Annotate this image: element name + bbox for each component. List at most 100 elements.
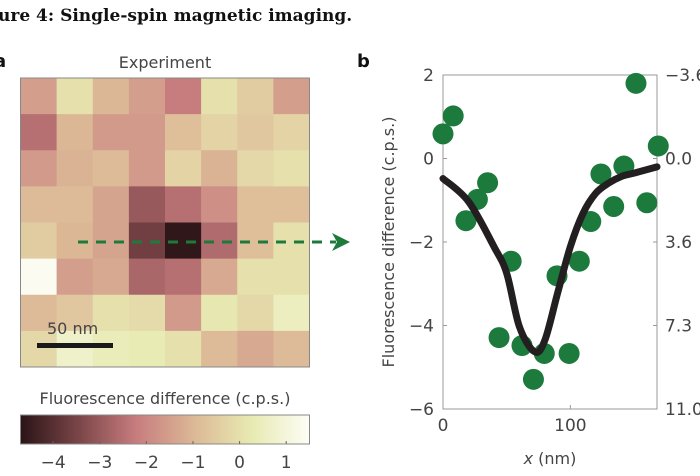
heatmap-cell (273, 150, 310, 187)
colorbar (20, 414, 310, 445)
data-point (488, 327, 510, 349)
y-tick-label: −2 (409, 233, 434, 253)
heatmap-cell (165, 294, 202, 332)
data-point (558, 342, 580, 364)
heatmap-cell (237, 258, 274, 296)
heatmap-cell (56, 114, 94, 151)
x-axis-label: x (nm) (523, 449, 577, 468)
data-point (432, 123, 454, 145)
heatmap-cell (165, 186, 202, 223)
heatmap-cell (92, 186, 130, 223)
heatmap-cell (201, 330, 238, 368)
right-y-tick-label: 11.0 (665, 400, 700, 420)
heatmap-cell (201, 258, 238, 296)
heatmap-cell (20, 222, 58, 260)
heatmap-cell (56, 258, 94, 296)
right-y-tick-label: 3.6 (665, 233, 692, 253)
heatmap-cell (201, 294, 238, 332)
heatmap-cell (165, 258, 202, 296)
heatmap-cell (273, 258, 310, 296)
y-tick-label: 0 (423, 150, 434, 170)
data-point (625, 72, 647, 94)
heatmap-cell (56, 294, 94, 332)
heatmap-cell (56, 150, 94, 187)
heatmap-cell (20, 186, 58, 223)
heatmap-cell (128, 294, 166, 332)
y-tick-label: −6 (409, 400, 434, 420)
data-point (647, 135, 669, 157)
heatmap-cell (56, 330, 94, 368)
arrow-right-icon (332, 233, 350, 251)
data-point (568, 250, 590, 272)
x-axis-variable: x (523, 449, 534, 468)
heatmap-cell (20, 78, 58, 115)
heatmap-cell (237, 78, 274, 115)
heatmap-cell (273, 186, 310, 223)
heatmap-cell (165, 330, 202, 368)
heatmap-cell (92, 150, 130, 187)
heatmap-cell (20, 330, 58, 368)
colorbar-tick-label: −4 (41, 453, 66, 473)
heatmap-cell (273, 294, 310, 332)
data-point (590, 163, 612, 185)
heatmap-cell (165, 114, 202, 151)
y-tick-label: −4 (409, 317, 434, 337)
heatmap-cell (237, 294, 274, 332)
y-axis-label: Fluorescence difference (c.p.s.) (379, 117, 398, 368)
figure-title: ure 4: Single-spin magnetic imaging. (0, 6, 352, 26)
heatmap-cell (237, 330, 274, 368)
linecut-plot: 2 −3.6 0 0.0 −2 3.6 −4 7.3 −6 11.0 0 100 x (nm) Fluor… (379, 66, 700, 468)
right-y-tick-label: 7.3 (665, 317, 692, 337)
heatmap-cell (92, 78, 130, 115)
heatmap-title: Experiment (119, 53, 211, 72)
heatmap-cell (92, 258, 130, 296)
heatmap-cell (128, 78, 166, 115)
heatmap-cell (201, 186, 238, 223)
heatmap-cell (237, 150, 274, 187)
heatmap-cell (273, 330, 310, 368)
colorbar-tick-label: 1 (281, 453, 292, 473)
colorbar-tick-label: −2 (134, 453, 159, 473)
heatmap-cell (165, 150, 202, 187)
heatmap-cell (273, 114, 310, 151)
heatmap-frame (20, 77, 310, 368)
heatmap-cell (128, 114, 166, 151)
heatmap-cell (20, 258, 58, 296)
panel-b-label: b (357, 51, 370, 72)
scale-bar-label: 50 nm (47, 319, 98, 338)
colorbar-tick-label: 0 (234, 453, 245, 473)
right-y-tick-label: 0.0 (665, 150, 692, 170)
x-tick-label: 100 (554, 416, 586, 436)
heatmap-cell (237, 186, 274, 223)
heatmap-cell (128, 186, 166, 223)
heatmap-cell (20, 150, 58, 187)
colorbar-tick-label: −3 (87, 453, 112, 473)
heatmap-cell (92, 114, 130, 151)
colorbar-tick-label: −1 (180, 453, 205, 473)
heatmap-cell (92, 330, 130, 368)
colorbar-ticks: −4 −3 −2 −1 0 1 (41, 441, 292, 473)
heatmap-cell (237, 114, 274, 151)
data-point (455, 210, 477, 232)
heatmap-cell (92, 294, 130, 332)
right-y-tick-label: −3.6 (665, 66, 700, 86)
heatmap-cell (128, 258, 166, 296)
scale-bar (37, 343, 113, 348)
heatmap-cell (128, 330, 166, 368)
heatmap-cell (201, 150, 238, 187)
heatmap-cell (128, 150, 166, 187)
colorbar-label: Fluorescence difference (c.p.s.) (40, 389, 291, 408)
heatmap-cell (56, 186, 94, 223)
data-point (522, 368, 544, 390)
panel-a-label: a (0, 51, 6, 72)
heatmap-cell (20, 294, 58, 332)
data-point (442, 105, 464, 127)
fit-curve (439, 163, 661, 356)
heatmap-cell (201, 78, 238, 115)
heatmap-cell (20, 114, 58, 151)
data-point (603, 196, 625, 218)
heatmap-cell (56, 78, 94, 115)
x-tick-label: 0 (438, 416, 449, 436)
heatmap-cell (165, 78, 202, 115)
